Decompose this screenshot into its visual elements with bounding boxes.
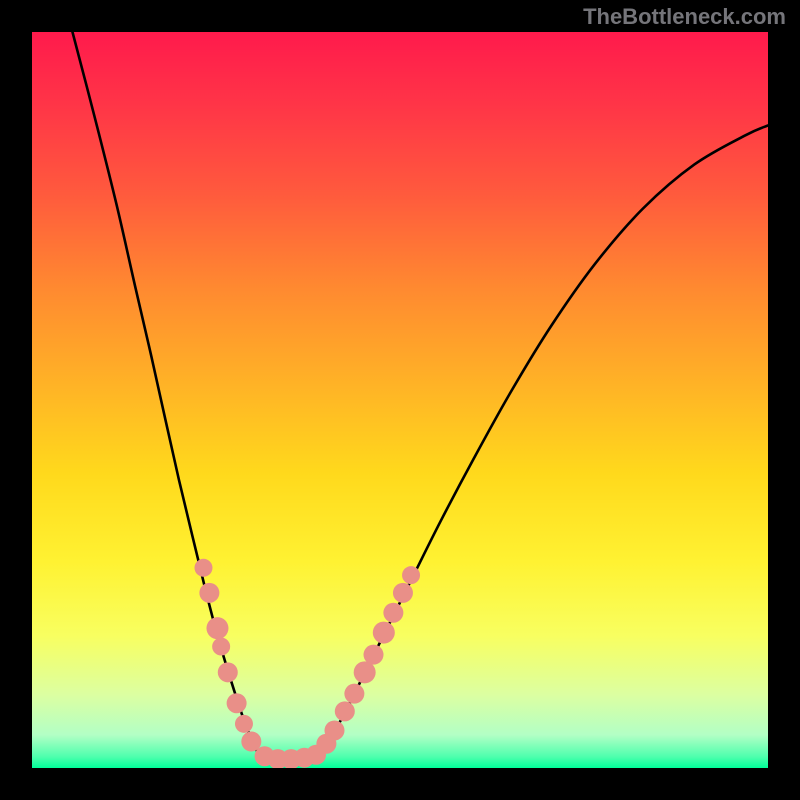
curve-marker — [344, 684, 364, 704]
chart-container: TheBottleneck.com — [0, 0, 800, 800]
plot-background — [32, 32, 768, 768]
curve-marker — [227, 693, 247, 713]
curve-marker — [194, 559, 212, 577]
curve-marker — [393, 583, 413, 603]
curve-marker — [235, 715, 253, 733]
curve-marker — [324, 720, 344, 740]
curve-marker — [218, 662, 238, 682]
curve-marker — [206, 617, 228, 639]
curve-marker — [402, 566, 420, 584]
watermark-text: TheBottleneck.com — [583, 4, 786, 30]
curve-marker — [364, 645, 384, 665]
curve-marker — [373, 622, 395, 644]
plot-svg — [32, 32, 768, 768]
curve-marker — [354, 661, 376, 683]
curve-marker — [212, 638, 230, 656]
curve-marker — [199, 583, 219, 603]
curve-marker — [335, 701, 355, 721]
curve-marker — [383, 603, 403, 623]
